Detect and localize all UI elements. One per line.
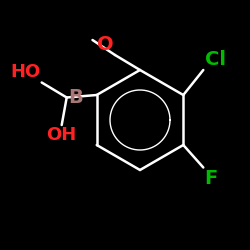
Text: B: B [68, 88, 83, 107]
Text: OH: OH [46, 126, 77, 144]
Text: Cl: Cl [204, 50, 226, 69]
Text: O: O [97, 35, 114, 54]
Text: F: F [204, 169, 218, 188]
Text: HO: HO [10, 63, 40, 81]
